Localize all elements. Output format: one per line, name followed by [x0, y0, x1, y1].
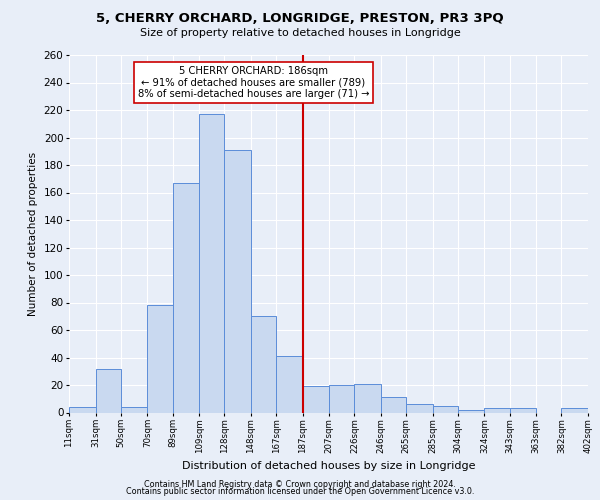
Bar: [148, 305, 173, 412]
Bar: [199, 114, 224, 412]
Bar: [95, 368, 121, 412]
Bar: [562, 408, 588, 412]
Bar: [458, 410, 484, 412]
Bar: [355, 384, 381, 412]
Bar: [381, 398, 406, 412]
Bar: [276, 356, 302, 412]
Bar: [173, 183, 199, 412]
Bar: [406, 404, 433, 412]
Text: Contains HM Land Registry data © Crown copyright and database right 2024.: Contains HM Land Registry data © Crown c…: [144, 480, 456, 489]
Bar: [484, 408, 509, 412]
Bar: [251, 316, 276, 412]
Bar: [69, 407, 95, 412]
Text: Contains public sector information licensed under the Open Government Licence v3: Contains public sector information licen…: [126, 488, 474, 496]
Bar: [224, 150, 251, 412]
Bar: [509, 408, 536, 412]
X-axis label: Distribution of detached houses by size in Longridge: Distribution of detached houses by size …: [182, 462, 475, 471]
Bar: [121, 407, 148, 412]
Text: Size of property relative to detached houses in Longridge: Size of property relative to detached ho…: [140, 28, 460, 38]
Bar: [329, 385, 355, 412]
Text: 5 CHERRY ORCHARD: 186sqm
← 91% of detached houses are smaller (789)
8% of semi-d: 5 CHERRY ORCHARD: 186sqm ← 91% of detach…: [138, 66, 369, 99]
Text: 5, CHERRY ORCHARD, LONGRIDGE, PRESTON, PR3 3PQ: 5, CHERRY ORCHARD, LONGRIDGE, PRESTON, P…: [96, 12, 504, 26]
Y-axis label: Number of detached properties: Number of detached properties: [28, 152, 38, 316]
Bar: [302, 386, 329, 412]
Bar: [433, 406, 458, 412]
